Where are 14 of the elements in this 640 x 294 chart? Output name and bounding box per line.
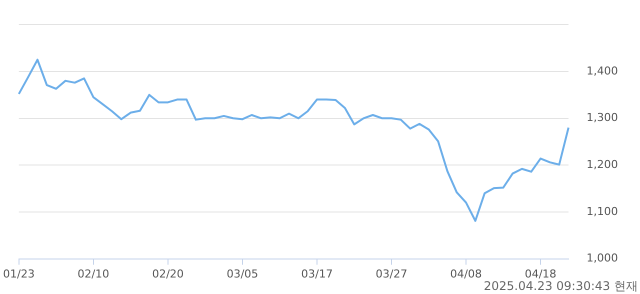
x-tick-label: 04/08 [450,267,482,280]
x-tick-label: 02/10 [78,267,110,280]
x-tick-label: 03/17 [301,267,333,280]
x-tick-label: 03/27 [376,267,408,280]
x-tick-label: 01/23 [3,267,35,280]
y-tick-label: 1,200 [586,158,618,171]
x-tick-label: 03/05 [226,267,258,280]
text: 2025.04.23 09:30:43 현재 [484,279,638,294]
x-tick-label: 04/18 [524,267,556,280]
x-tick-label: 02/20 [152,267,184,280]
y-tick-label: 1,400 [586,64,618,78]
y-tick-label: 1,100 [586,204,618,218]
y-tick-label: 1,000 [586,252,618,265]
y-tick-label: 1,300 [586,111,618,124]
